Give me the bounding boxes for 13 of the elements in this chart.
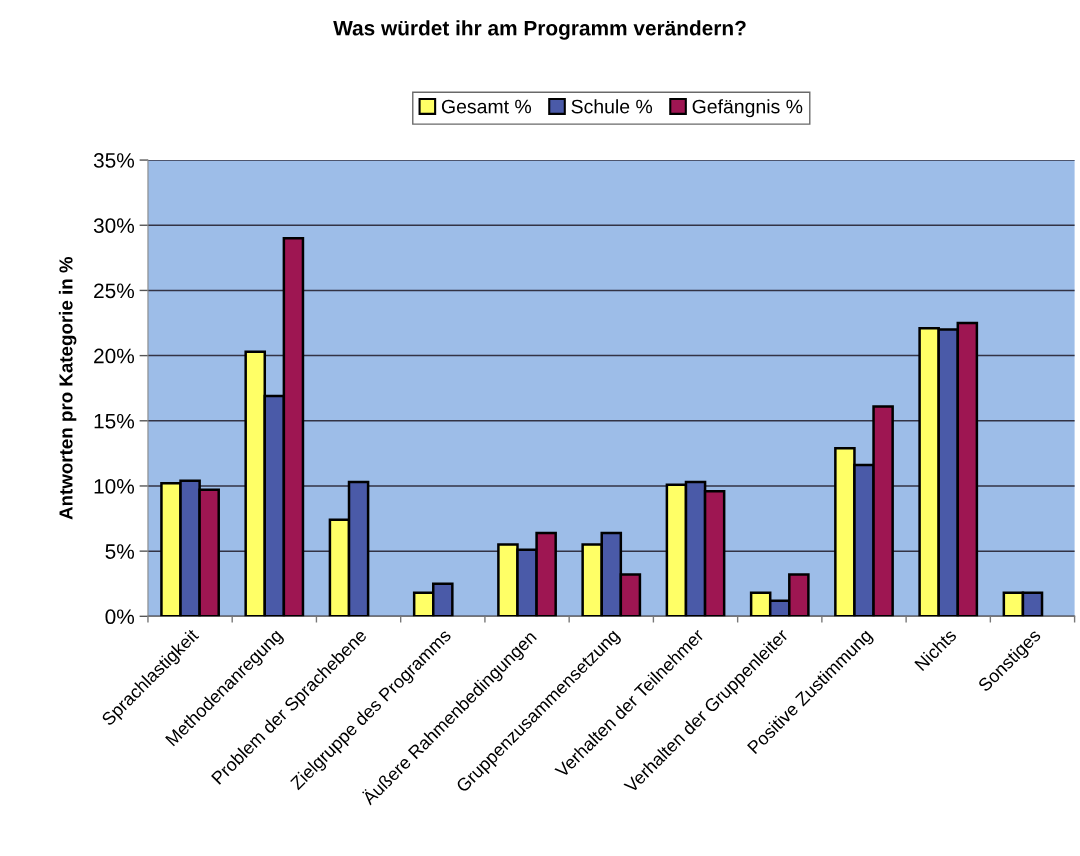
y-tick-label: 30% <box>93 218 135 233</box>
y-tick-label: 5% <box>105 544 135 559</box>
legend-label: Gesamt % <box>441 99 532 114</box>
y-tick-label: 0% <box>105 609 135 625</box>
chart-title: Was würdet ihr am Programm verändern? <box>333 20 746 40</box>
y-tick-label: 35% <box>93 153 135 168</box>
y-tick-label: 25% <box>94 283 135 299</box>
legend-label: Gefängnis % <box>692 99 803 118</box>
y-axis-title: Antworten pro Kategorie in % <box>58 256 77 520</box>
y-tick-label: 20% <box>94 348 135 364</box>
y-tick-label: 15% <box>94 413 135 429</box>
y-tick-label: 10% <box>94 478 135 494</box>
legend-label: Schule % <box>571 99 653 114</box>
